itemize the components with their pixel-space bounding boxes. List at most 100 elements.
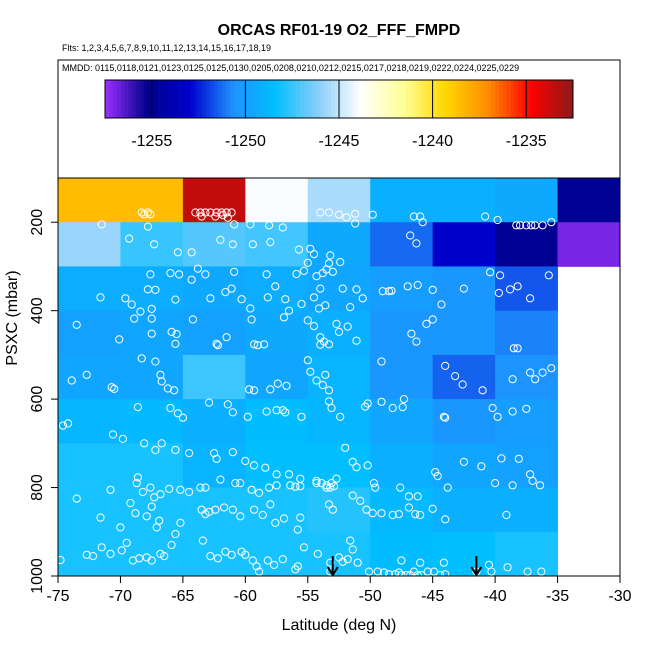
colorbar-segment bbox=[471, 80, 476, 118]
data-point bbox=[147, 329, 156, 338]
flights-label: Flts: 1,2,3,4,5,6,7,8,9,10,11,12,13,14,1… bbox=[62, 43, 271, 53]
colorbar-segment bbox=[144, 80, 149, 118]
heatmap-cell bbox=[120, 310, 184, 356]
data-point bbox=[338, 284, 347, 293]
data-point bbox=[106, 549, 115, 559]
data-point bbox=[271, 518, 280, 528]
data-point bbox=[146, 483, 155, 492]
data-point bbox=[118, 434, 128, 443]
data-point bbox=[431, 468, 440, 477]
data-point bbox=[294, 245, 304, 254]
colorbar-segment bbox=[459, 80, 465, 118]
data-point bbox=[248, 556, 257, 565]
data-point bbox=[388, 510, 397, 520]
data-point bbox=[191, 208, 200, 217]
data-point bbox=[352, 285, 361, 294]
colorbar-segment bbox=[327, 80, 332, 118]
data-point bbox=[167, 540, 176, 550]
data-point bbox=[116, 523, 125, 532]
data-point bbox=[281, 295, 290, 304]
data-point bbox=[309, 322, 319, 331]
data-point bbox=[478, 386, 487, 395]
heatmap-cell bbox=[432, 222, 496, 267]
data-point bbox=[416, 558, 425, 567]
data-point bbox=[303, 258, 312, 267]
colorbar-segment bbox=[167, 80, 172, 118]
heatmap-cell bbox=[432, 399, 496, 444]
data-point bbox=[107, 383, 116, 392]
heatmap-cell bbox=[58, 443, 121, 488]
data-point bbox=[387, 286, 396, 295]
heatmap-cell bbox=[495, 399, 558, 444]
data-point bbox=[163, 384, 172, 393]
data-point bbox=[167, 327, 176, 336]
heatmap-cell bbox=[370, 178, 434, 223]
data-point bbox=[108, 430, 118, 439]
colorbar-segment bbox=[335, 80, 340, 118]
heatmap-cell bbox=[120, 399, 184, 444]
data-point bbox=[201, 483, 210, 492]
data-point bbox=[306, 367, 315, 376]
data-point bbox=[151, 357, 160, 366]
heatmap-cell bbox=[370, 399, 434, 444]
data-point bbox=[396, 483, 405, 492]
data-point bbox=[391, 570, 400, 579]
data-point bbox=[441, 413, 450, 422]
heatmap-cell bbox=[370, 310, 434, 356]
data-point bbox=[416, 510, 425, 520]
data-point bbox=[487, 567, 496, 576]
colorbar-segment bbox=[272, 80, 277, 118]
data-point bbox=[343, 555, 352, 564]
colorbar-segment bbox=[249, 80, 254, 118]
data-point bbox=[356, 496, 365, 505]
data-point bbox=[377, 509, 386, 518]
colorbar-segment bbox=[105, 80, 110, 118]
heatmap-cell bbox=[58, 310, 121, 356]
data-point bbox=[279, 514, 289, 523]
data-point bbox=[171, 295, 180, 304]
colorbar-segment bbox=[311, 80, 316, 118]
colorbar-segment bbox=[261, 80, 266, 118]
data-point bbox=[218, 211, 227, 220]
data-point bbox=[531, 375, 540, 384]
data-point bbox=[72, 320, 81, 329]
data-point bbox=[317, 479, 326, 488]
data-point bbox=[297, 412, 306, 421]
colorbar-segment bbox=[124, 80, 129, 118]
data-point bbox=[211, 212, 220, 221]
data-point bbox=[418, 218, 427, 227]
data-point bbox=[329, 482, 339, 491]
data-point bbox=[175, 270, 184, 279]
data-point bbox=[160, 552, 169, 561]
colorbar-segment bbox=[307, 80, 312, 118]
data-point bbox=[346, 536, 355, 545]
data-point bbox=[292, 269, 301, 279]
data-point bbox=[459, 457, 468, 466]
colorbar-segment bbox=[397, 80, 402, 118]
colorbar-segment bbox=[483, 80, 488, 118]
data-point bbox=[406, 231, 415, 240]
data-point bbox=[56, 556, 65, 565]
colorbar-segment bbox=[288, 80, 293, 118]
data-point bbox=[279, 313, 289, 322]
colorbar-segment bbox=[545, 80, 550, 118]
data-point bbox=[126, 498, 135, 508]
colorbar-segment bbox=[151, 80, 156, 118]
arrow-head bbox=[326, 566, 339, 577]
data-point bbox=[230, 267, 239, 276]
heatmap-cell bbox=[58, 222, 121, 267]
data-point bbox=[316, 208, 325, 217]
heatmap-cell bbox=[182, 399, 246, 444]
data-point bbox=[222, 333, 231, 342]
data-point bbox=[131, 509, 140, 518]
data-point bbox=[362, 505, 371, 514]
colorbar-segment bbox=[362, 80, 367, 118]
colorbar-segment bbox=[393, 80, 398, 118]
heatmap-cell bbox=[245, 443, 309, 488]
colorbar-segment bbox=[502, 80, 507, 118]
dates-label: MMDD: 0115,0118,0121,0123,0125,0125,0130… bbox=[62, 63, 519, 73]
colorbar-segment bbox=[190, 80, 195, 118]
data-point bbox=[491, 479, 500, 488]
data-point bbox=[509, 344, 518, 353]
data-point bbox=[351, 219, 360, 228]
